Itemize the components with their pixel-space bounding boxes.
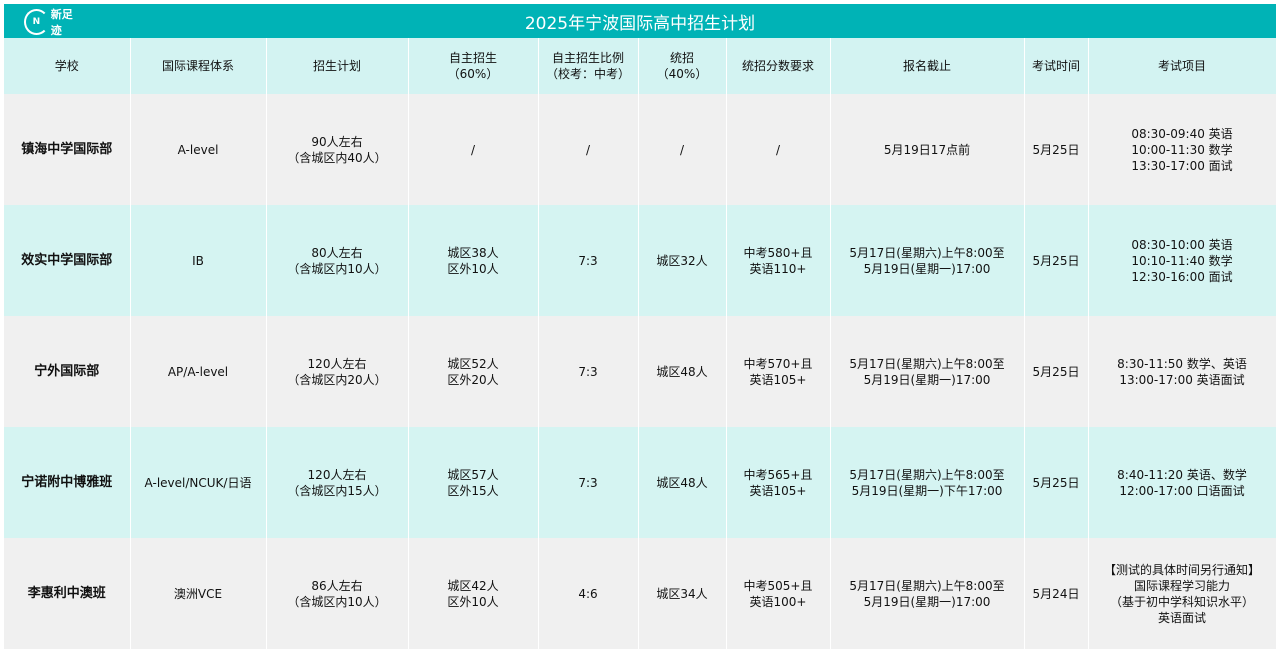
table-cell: 7:3 xyxy=(538,427,639,538)
table-cell: 86人左右 （含城区内10人） xyxy=(266,538,409,649)
table-row: 宁诺附中博雅班 A-level/NCUK/日语 120人左右 （含城区内15人） 城区5… xyxy=(4,427,1277,538)
table-cell: 7:3 xyxy=(538,205,639,316)
table-cell: 5月25日 xyxy=(1024,316,1089,427)
table-cell: 城区38人 区外10人 xyxy=(408,205,539,316)
table-cell: 5月24日 xyxy=(1024,538,1089,649)
table-cell: 城区52人 区外20人 xyxy=(408,316,539,427)
table-row: 李惠利中澳班 澳洲VCE 86人左右 （含城区内10人） 城区42人 区外10人 4:6 城区… xyxy=(4,538,1277,649)
table-cell: 5月19日17点前 xyxy=(830,94,1025,205)
table-cell: 城区57人 区外15人 xyxy=(408,427,539,538)
table-cell: 中考505+且 英语100+ xyxy=(726,538,831,649)
table-cell: 中考570+且 英语105+ xyxy=(726,316,831,427)
table-cell: 4:6 xyxy=(538,538,639,649)
table-cell: AP/A-level xyxy=(130,316,267,427)
table-cell: 120人左右 （含城区内15人） xyxy=(266,427,409,538)
table-cell: 8:30-11:50 数学、英语 13:00-17:00 英语面试 xyxy=(1088,316,1277,427)
column-header: 统招分数要求 xyxy=(726,38,831,94)
table-cell: 120人左右 （含城区内20人） xyxy=(266,316,409,427)
logo-text: 新足迹 xyxy=(50,8,73,37)
school-name-cell: 效实中学国际部 xyxy=(4,205,131,316)
table-cell: 城区34人 xyxy=(638,538,727,649)
table-cell: / xyxy=(726,94,831,205)
table-cell: 城区48人 xyxy=(638,316,727,427)
logo-icon: N xyxy=(24,9,49,35)
table-cell: 8:40-11:20 英语、数学 12:00-17:00 口语面试 xyxy=(1088,427,1277,538)
column-header: 考试项目 xyxy=(1088,38,1277,94)
header-row: 学校 国际课程体系 招生计划 自主招生 （60%） 自主招生比例 （校考：中考） 统招 （40%… xyxy=(4,38,1277,94)
table-cell: 5月17日(星期六)上午8:00至 5月19日(星期一)17:00 xyxy=(830,316,1025,427)
table-cell: 【测试的具体时间另行通知】 国际课程学习能力 （基于初中学科知识水平） 英语面试 xyxy=(1088,538,1277,649)
column-header: 自主招生 （60%） xyxy=(408,38,539,94)
table-cell: A-level/NCUK/日语 xyxy=(130,427,267,538)
school-name-cell: 宁诺附中博雅班 xyxy=(4,427,131,538)
column-header: 统招 （40%） xyxy=(638,38,727,94)
table-cell: / xyxy=(538,94,639,205)
table-row: 镇海中学国际部 A-level 90人左右 （含城区内40人） / / //5月19日17点… xyxy=(4,94,1277,205)
brand-logo: N 新足迹 xyxy=(24,7,82,37)
table-cell: 5月17日(星期六)上午8:00至 5月19日(星期一)17:00 xyxy=(830,538,1025,649)
table-cell: 90人左右 （含城区内40人） xyxy=(266,94,409,205)
table-row: 效实中学国际部 IB 80人左右 （含城区内10人） 城区38人 区外10人 7:3 城区32… xyxy=(4,205,1277,316)
table-cell: 5月25日 xyxy=(1024,205,1089,316)
table-cell: 城区42人 区外10人 xyxy=(408,538,539,649)
table-cell: 80人左右 （含城区内10人） xyxy=(266,205,409,316)
table-cell: 5月17日(星期六)上午8:00至 5月19日(星期一)17:00 xyxy=(830,205,1025,316)
table-cell: 08:30-09:40 英语 10:00-11:30 数学 13:30-17:00 … xyxy=(1088,94,1277,205)
table-cell: 08:30-10:00 英语 10:10-11:40 数学 12:30-16:00 … xyxy=(1088,205,1277,316)
table-title-bar: N 新足迹 2025年宁波国际高中招生计划 xyxy=(4,4,1276,38)
school-name-cell: 镇海中学国际部 xyxy=(4,94,131,205)
table-row: 宁外国际部 AP/A-level 120人左右 （含城区内20人） 城区52人 区外20人… xyxy=(4,316,1277,427)
table-cell: 5月25日 xyxy=(1024,94,1089,205)
table-cell: IB xyxy=(130,205,267,316)
table-cell: A-level xyxy=(130,94,267,205)
column-header: 考试时间 xyxy=(1024,38,1089,94)
table-cell: 澳洲VCE xyxy=(130,538,267,649)
table-cell: / xyxy=(408,94,539,205)
table-cell: 城区48人 xyxy=(638,427,727,538)
school-name-cell: 宁外国际部 xyxy=(4,316,131,427)
table-cell: 城区32人 xyxy=(638,205,727,316)
column-header: 自主招生比例 （校考：中考） xyxy=(538,38,639,94)
school-name-cell: 李惠利中澳班 xyxy=(4,538,131,649)
table-cell: 中考580+且 英语110+ xyxy=(726,205,831,316)
column-header: 招生计划 xyxy=(266,38,409,94)
page-title: 2025年宁波国际高中招生计划 xyxy=(524,13,756,34)
admissions-table: 学校 国际课程体系 招生计划 自主招生 （60%） 自主招生比例 （校考：中考） 统招 （40%… xyxy=(4,38,1277,649)
table-cell: 5月17日(星期六)上午8:00至 5月19日(星期一)下午17:00 xyxy=(830,427,1025,538)
table-cell: 中考565+且 英语105+ xyxy=(726,427,831,538)
table-cell: / xyxy=(638,94,727,205)
table-cell: 5月25日 xyxy=(1024,427,1089,538)
table-cell: 7:3 xyxy=(538,316,639,427)
column-header: 学校 xyxy=(4,38,131,94)
admissions-table-container: N 新足迹 2025年宁波国际高中招生计划 学校 国际课程体系 招生计划 自主招生 （60… xyxy=(4,4,1277,649)
column-header: 国际课程体系 xyxy=(130,38,267,94)
column-header: 报名截止 xyxy=(830,38,1025,94)
